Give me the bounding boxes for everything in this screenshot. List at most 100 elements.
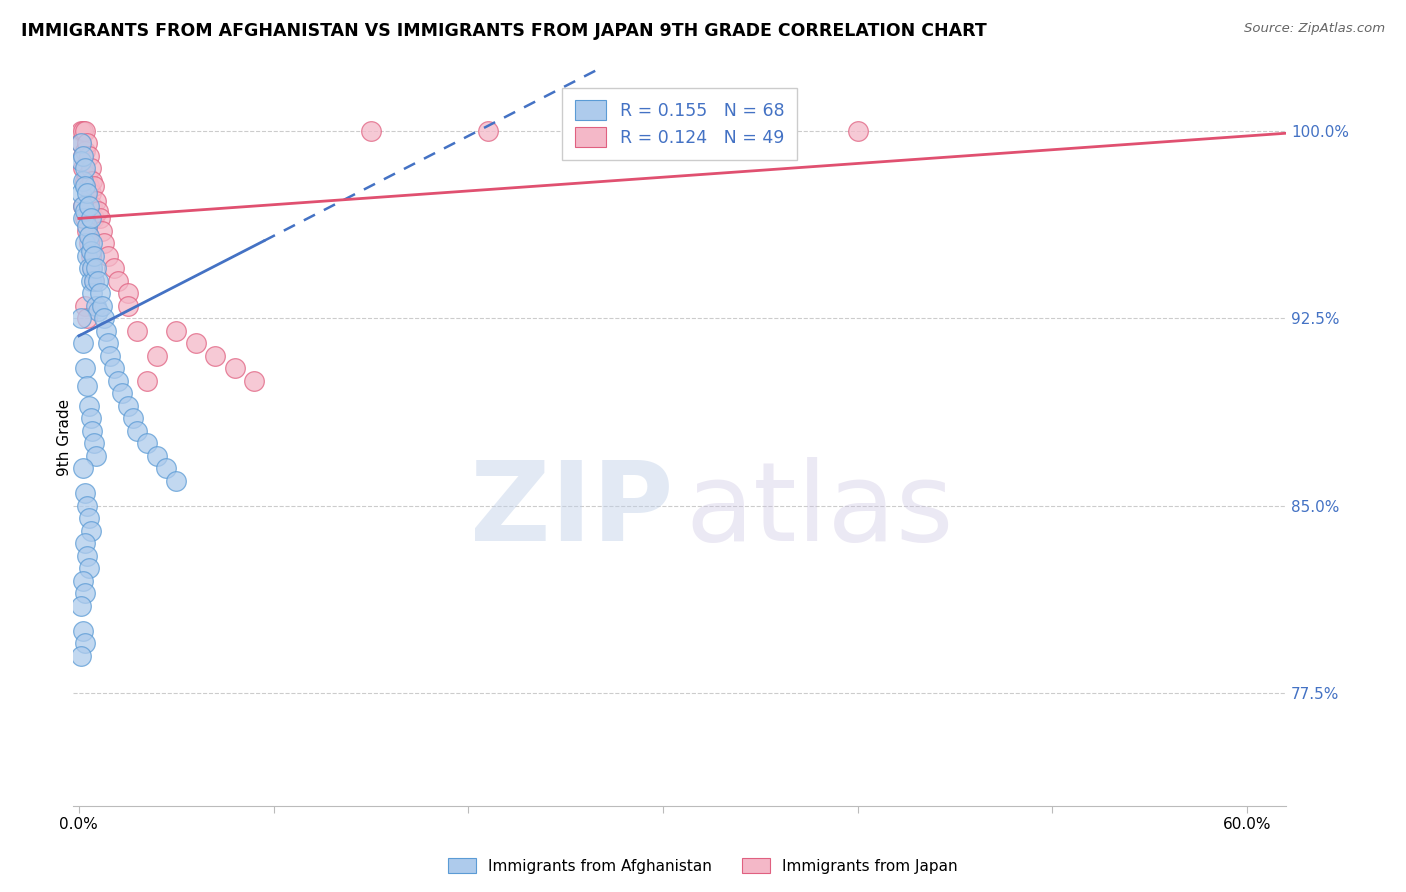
Point xyxy=(165,474,187,488)
Point xyxy=(117,399,139,413)
Point xyxy=(77,561,100,575)
Point xyxy=(103,261,125,276)
Point xyxy=(73,174,96,188)
Point xyxy=(94,324,117,338)
Point xyxy=(103,361,125,376)
Point xyxy=(83,178,105,193)
Point xyxy=(360,124,382,138)
Point xyxy=(72,211,94,226)
Point xyxy=(77,178,100,193)
Point xyxy=(82,424,104,438)
Point xyxy=(77,236,100,251)
Point xyxy=(86,261,108,276)
Point xyxy=(76,186,98,201)
Point xyxy=(76,136,98,151)
Point xyxy=(107,374,129,388)
Point xyxy=(87,304,110,318)
Point xyxy=(72,199,94,213)
Point xyxy=(127,424,149,438)
Point xyxy=(82,286,104,301)
Point xyxy=(76,311,98,326)
Point xyxy=(155,461,177,475)
Point xyxy=(76,549,98,563)
Point xyxy=(86,449,108,463)
Point xyxy=(79,161,101,176)
Point xyxy=(91,299,114,313)
Point xyxy=(79,274,101,288)
Point xyxy=(72,624,94,638)
Point xyxy=(86,299,108,313)
Point xyxy=(73,124,96,138)
Point xyxy=(72,161,94,176)
Point xyxy=(89,211,111,226)
Point xyxy=(82,174,104,188)
Point xyxy=(69,186,91,201)
Point xyxy=(243,374,266,388)
Point xyxy=(846,124,869,138)
Point xyxy=(127,324,149,338)
Point xyxy=(79,411,101,425)
Point xyxy=(83,274,105,288)
Point xyxy=(83,274,105,288)
Point xyxy=(76,224,98,238)
Point xyxy=(69,599,91,613)
Point xyxy=(122,411,145,425)
Point xyxy=(77,261,100,276)
Point xyxy=(82,261,104,276)
Text: ZIP: ZIP xyxy=(470,458,673,565)
Point xyxy=(72,336,94,351)
Point xyxy=(79,186,101,201)
Point xyxy=(83,249,105,263)
Point xyxy=(73,361,96,376)
Point xyxy=(204,349,226,363)
Point xyxy=(97,336,120,351)
Point xyxy=(136,374,159,388)
Point xyxy=(73,586,96,600)
Point xyxy=(73,486,96,500)
Point xyxy=(87,203,110,218)
Point xyxy=(76,499,98,513)
Point xyxy=(77,228,100,243)
Point xyxy=(98,349,121,363)
Point xyxy=(77,399,100,413)
Point xyxy=(76,219,98,233)
Point xyxy=(72,574,94,588)
Point xyxy=(69,648,91,663)
Point xyxy=(749,124,772,138)
Point xyxy=(97,249,120,263)
Point xyxy=(72,149,94,163)
Point xyxy=(77,511,100,525)
Point xyxy=(145,449,167,463)
Point xyxy=(73,178,96,193)
Point xyxy=(76,169,98,183)
Point xyxy=(477,124,499,138)
Point xyxy=(73,203,96,218)
Legend: R = 0.155   N = 68, R = 0.124   N = 49: R = 0.155 N = 68, R = 0.124 N = 49 xyxy=(562,88,797,160)
Point xyxy=(136,436,159,450)
Point xyxy=(224,361,246,376)
Point xyxy=(184,336,207,351)
Point xyxy=(72,149,94,163)
Point xyxy=(87,274,110,288)
Point xyxy=(73,144,96,158)
Point xyxy=(72,199,94,213)
Point xyxy=(79,249,101,263)
Point xyxy=(73,299,96,313)
Point xyxy=(73,211,96,226)
Point xyxy=(72,174,94,188)
Point xyxy=(82,261,104,276)
Point xyxy=(72,461,94,475)
Point xyxy=(83,436,105,450)
Text: atlas: atlas xyxy=(686,458,955,565)
Point xyxy=(83,211,105,226)
Text: IMMIGRANTS FROM AFGHANISTAN VS IMMIGRANTS FROM JAPAN 9TH GRADE CORRELATION CHART: IMMIGRANTS FROM AFGHANISTAN VS IMMIGRANT… xyxy=(21,22,987,40)
Point xyxy=(107,274,129,288)
Point xyxy=(77,149,100,163)
Point xyxy=(82,199,104,213)
Point xyxy=(145,349,167,363)
Point xyxy=(79,211,101,226)
Point xyxy=(93,236,115,251)
Point xyxy=(89,286,111,301)
Point xyxy=(73,536,96,550)
Point xyxy=(117,299,139,313)
